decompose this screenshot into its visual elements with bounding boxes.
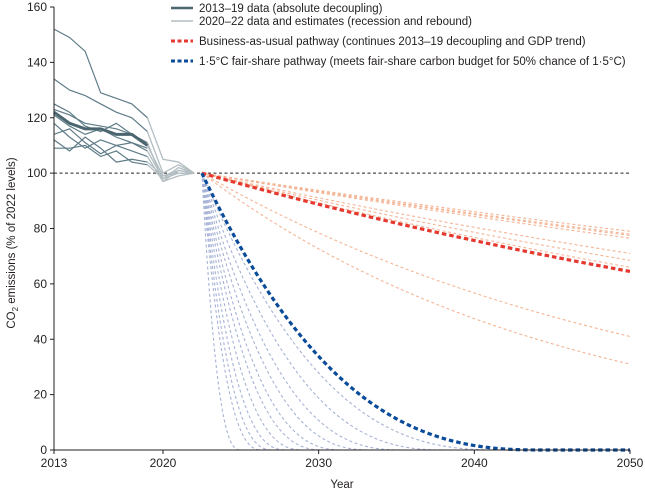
recession-country-line	[146, 117, 195, 174]
x-tick-label: 2040	[461, 456, 488, 470]
bau-pathway-line	[201, 172, 631, 239]
historical-mean-line	[53, 110, 149, 147]
x-tick-label: 2013	[41, 456, 68, 470]
y-ticks: 0 20 40 60 80 100 120 140 160	[27, 0, 54, 457]
bold-series	[53, 110, 631, 452]
historical-country-line	[53, 136, 148, 163]
legend-label: 2013–19 data (absolute decoupling)	[199, 3, 383, 15]
y-axis-title-subscript: 2	[11, 306, 20, 311]
x-ticks: 2013 2020 2030 2040 2050	[41, 450, 644, 470]
x-tick-label: 2050	[617, 456, 644, 470]
y-axis-title-rest: emissions (% of 2022 levels)	[6, 157, 18, 307]
recession-series	[146, 117, 195, 183]
bau-pathway-line	[201, 172, 631, 261]
y-tick-label: 60	[34, 277, 48, 291]
plot-area	[53, 28, 631, 452]
recession-country-line	[146, 161, 195, 177]
bau-pathway-line	[201, 172, 631, 232]
historical-country-line	[53, 28, 148, 119]
y-tick-label: 40	[34, 332, 48, 346]
fairshare-bold-pathway	[200, 172, 630, 452]
y-tick-label: 140	[27, 55, 47, 69]
bau-pathways	[201, 172, 631, 365]
x-tick-label: 2020	[150, 456, 177, 470]
y-axis-title: CO2 emissions (% of 2022 levels)	[6, 157, 20, 328]
historical-series	[53, 28, 148, 166]
historical-country-line	[53, 78, 148, 133]
fairshare-pathway-line	[201, 173, 630, 451]
bau-pathway-line	[201, 172, 631, 338]
y-tick-label: 80	[34, 222, 48, 236]
bau-pathway-line	[201, 172, 631, 365]
historical-country-line	[54, 144, 148, 166]
y-axis-title-main: CO	[6, 311, 18, 328]
x-tick-label: 2030	[305, 456, 332, 470]
fairshare-pathway-line	[201, 173, 630, 451]
x-axis-title: Year	[330, 479, 353, 491]
legend-label: 1·5°C fair-share pathway (meets fair-sha…	[199, 56, 626, 68]
legend-label: 2020–22 data and estimates (recession an…	[199, 16, 472, 28]
bau-pathway-line	[201, 172, 631, 254]
y-tick-label: 0	[40, 443, 47, 457]
recession-country-line	[146, 131, 195, 175]
bau-bold-pathway	[201, 171, 631, 273]
y-tick-label: 160	[27, 0, 47, 14]
fairshare-pathway-line	[201, 172, 630, 451]
bau-pathway-line	[201, 172, 631, 268]
legend-label: Business-as-usual pathway (continues 201…	[199, 36, 586, 48]
legend: 2013–19 data (absolute decoupling)2020–2…	[171, 3, 626, 68]
fairshare-pathways	[201, 172, 630, 451]
y-tick-label: 100	[27, 166, 47, 180]
bau-pathway-line	[201, 172, 631, 236]
y-tick-label: 20	[34, 388, 48, 402]
y-tick-label: 120	[27, 111, 47, 125]
recession-country-line	[146, 164, 195, 180]
axes: 2013 2020 2030 2040 2050 0204060801001201401…	[27, 0, 644, 470]
historical-country-line	[53, 128, 148, 155]
historical-country-line	[53, 122, 148, 158]
